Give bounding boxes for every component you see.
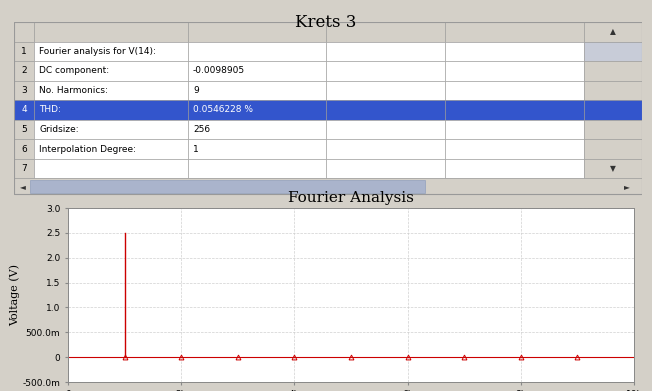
Bar	[188, 159, 326, 178]
Bar	[326, 81, 445, 100]
Bar	[34, 139, 188, 159]
Bar	[584, 120, 642, 139]
Text: 1: 1	[21, 47, 27, 56]
Bar	[14, 178, 642, 194]
Bar	[445, 22, 584, 41]
Bar	[584, 61, 642, 81]
Bar	[584, 22, 642, 41]
Y-axis label: Voltage (V): Voltage (V)	[9, 264, 20, 326]
Bar	[584, 41, 642, 61]
Bar	[445, 139, 584, 159]
Bar	[34, 81, 188, 100]
Title: Fourier Analysis: Fourier Analysis	[288, 192, 414, 205]
Text: Fourier analysis for V(14):: Fourier analysis for V(14):	[39, 47, 156, 56]
Bar	[584, 100, 642, 120]
Bar	[445, 120, 584, 139]
Text: Gridsize:: Gridsize:	[39, 125, 79, 134]
Bar	[14, 81, 34, 100]
Text: 0.0546228 %: 0.0546228 %	[193, 106, 253, 115]
Bar	[445, 61, 584, 81]
Text: 7: 7	[21, 164, 27, 173]
Bar	[34, 41, 188, 61]
Bar	[326, 22, 445, 41]
Bar	[188, 81, 326, 100]
Bar	[584, 139, 642, 159]
Bar	[188, 61, 326, 81]
Bar	[14, 61, 34, 81]
Text: 3: 3	[21, 86, 27, 95]
Text: THD:: THD:	[39, 106, 61, 115]
Bar	[14, 41, 34, 61]
Text: 1: 1	[193, 145, 199, 154]
Bar	[584, 159, 642, 178]
Bar	[34, 100, 188, 120]
Bar	[445, 41, 584, 61]
Text: ▲: ▲	[610, 27, 615, 36]
Bar	[326, 159, 445, 178]
Bar	[326, 100, 445, 120]
Text: ►: ►	[623, 182, 629, 191]
Bar	[34, 159, 188, 178]
Text: 2: 2	[22, 66, 27, 75]
Bar	[445, 100, 584, 120]
Bar	[14, 22, 34, 41]
Bar	[188, 41, 326, 61]
Text: ▼: ▼	[610, 164, 615, 173]
Text: ◄: ◄	[20, 182, 26, 191]
Bar	[14, 120, 34, 139]
Bar	[188, 22, 326, 41]
Text: DC component:: DC component:	[39, 66, 110, 75]
Text: No. Harmonics:: No. Harmonics:	[39, 86, 108, 95]
Bar	[188, 139, 326, 159]
Text: 256: 256	[193, 125, 210, 134]
Text: 4: 4	[22, 106, 27, 115]
Bar	[14, 100, 34, 120]
Bar	[326, 120, 445, 139]
Text: 5: 5	[21, 125, 27, 134]
Bar	[14, 159, 34, 178]
Text: 6: 6	[21, 145, 27, 154]
Bar	[326, 61, 445, 81]
Text: -0.0098905: -0.0098905	[193, 66, 245, 75]
Bar	[14, 139, 34, 159]
Text: Interpolation Degree:: Interpolation Degree:	[39, 145, 136, 154]
Text: 9: 9	[193, 86, 199, 95]
Bar	[188, 120, 326, 139]
Bar	[584, 81, 642, 100]
Bar	[34, 61, 188, 81]
Bar	[326, 41, 445, 61]
Bar	[34, 22, 188, 41]
Bar	[34, 120, 188, 139]
Bar	[445, 159, 584, 178]
Bar	[30, 180, 425, 192]
Bar	[445, 81, 584, 100]
Bar	[326, 139, 445, 159]
Bar	[188, 100, 326, 120]
Text: Krets 3: Krets 3	[295, 14, 357, 31]
